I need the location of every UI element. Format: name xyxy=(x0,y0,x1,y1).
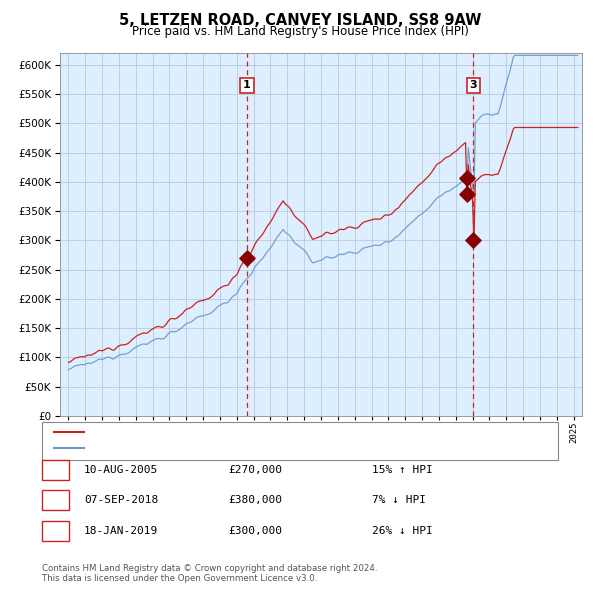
Text: 10-AUG-2005: 10-AUG-2005 xyxy=(84,465,158,474)
Point xyxy=(242,253,252,263)
Text: 3: 3 xyxy=(52,526,59,536)
Point xyxy=(463,173,472,183)
Text: 1: 1 xyxy=(243,80,251,90)
Text: 7% ↓ HPI: 7% ↓ HPI xyxy=(372,496,426,505)
Text: 2: 2 xyxy=(52,496,59,505)
Text: HPI: Average price, detached house, Castle Point: HPI: Average price, detached house, Cast… xyxy=(90,443,345,453)
Text: 15% ↑ HPI: 15% ↑ HPI xyxy=(372,465,433,474)
Text: 3: 3 xyxy=(470,80,477,90)
Text: 1: 1 xyxy=(52,465,59,474)
Text: Price paid vs. HM Land Registry's House Price Index (HPI): Price paid vs. HM Land Registry's House … xyxy=(131,25,469,38)
Text: £380,000: £380,000 xyxy=(228,496,282,505)
Text: 5, LETZEN ROAD, CANVEY ISLAND, SS8 9AW (detached house): 5, LETZEN ROAD, CANVEY ISLAND, SS8 9AW (… xyxy=(90,428,415,437)
Point xyxy=(463,189,472,198)
Text: £270,000: £270,000 xyxy=(228,465,282,474)
Text: Contains HM Land Registry data © Crown copyright and database right 2024.
This d: Contains HM Land Registry data © Crown c… xyxy=(42,563,377,583)
Text: 18-JAN-2019: 18-JAN-2019 xyxy=(84,526,158,536)
Text: 07-SEP-2018: 07-SEP-2018 xyxy=(84,496,158,505)
Text: 26% ↓ HPI: 26% ↓ HPI xyxy=(372,526,433,536)
Point xyxy=(469,235,478,245)
Text: 5, LETZEN ROAD, CANVEY ISLAND, SS8 9AW: 5, LETZEN ROAD, CANVEY ISLAND, SS8 9AW xyxy=(119,13,481,28)
Text: £300,000: £300,000 xyxy=(228,526,282,536)
